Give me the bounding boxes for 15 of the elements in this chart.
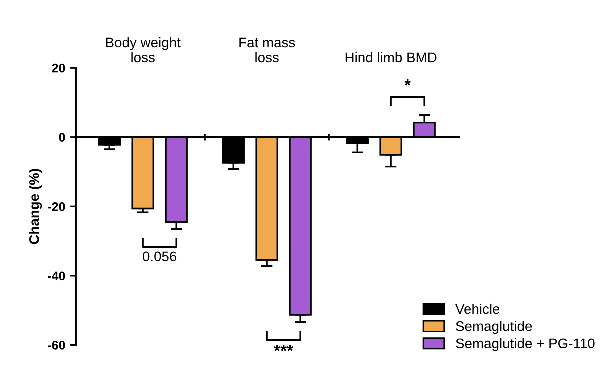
y-tick-label: -60	[48, 341, 66, 350]
y-tick-label: -40	[48, 272, 66, 281]
y-tick-label: 20	[52, 64, 66, 73]
y-tick-label: 0	[59, 133, 66, 142]
annotation: ***	[274, 345, 294, 352]
x-tick-label: Fat mass loss	[240, 38, 296, 63]
y-tick-label: -20	[48, 202, 66, 212]
legend-label: Semaglutide	[456, 321, 532, 334]
legend-label: Vehicle	[456, 304, 500, 314]
x-tick-label: Body weight loss	[106, 37, 181, 63]
y-axis-title: Change (%)	[29, 169, 42, 244]
annotation: 0.056	[142, 252, 177, 262]
annotation: *	[404, 80, 412, 86]
legend-label: Semaglutide + PG-110	[456, 338, 595, 352]
x-tick-label: Hind limb BMD	[346, 52, 437, 63]
